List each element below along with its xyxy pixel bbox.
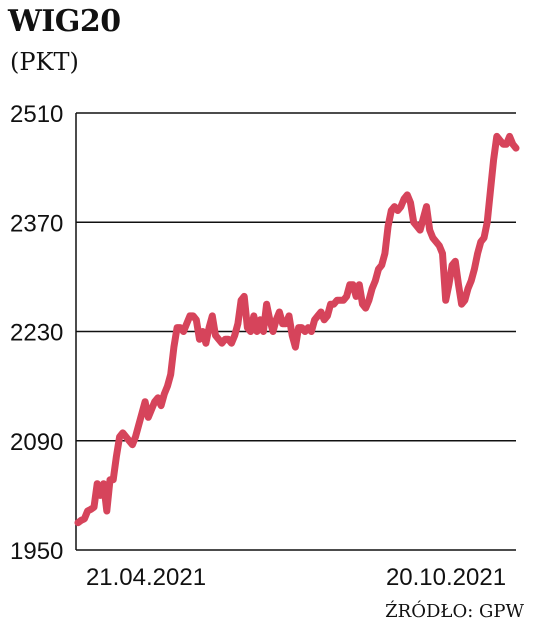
grid-lines — [75, 112, 516, 551]
y-tick-label: 2370 — [10, 210, 63, 237]
y-tick-label: 2230 — [10, 320, 63, 347]
y-axis-ticks: 1950 2090 2230 2370 2510 — [10, 101, 63, 565]
source-note: ŹRÓDŁO: GPW — [385, 601, 524, 622]
x-axis-ticks: 21.04.2021 20.10.2021 — [86, 564, 506, 591]
chart-unit: (PKT) — [10, 48, 79, 76]
x-tick-label: 21.04.2021 — [86, 564, 206, 591]
y-tick-label: 1950 — [10, 538, 63, 565]
chart-title: WIG20 — [8, 4, 121, 39]
y-tick-label: 2510 — [10, 101, 63, 128]
series-line-wig20 — [74, 132, 520, 527]
x-tick-label: 20.10.2021 — [386, 564, 506, 591]
y-tick-label: 2090 — [10, 429, 63, 456]
